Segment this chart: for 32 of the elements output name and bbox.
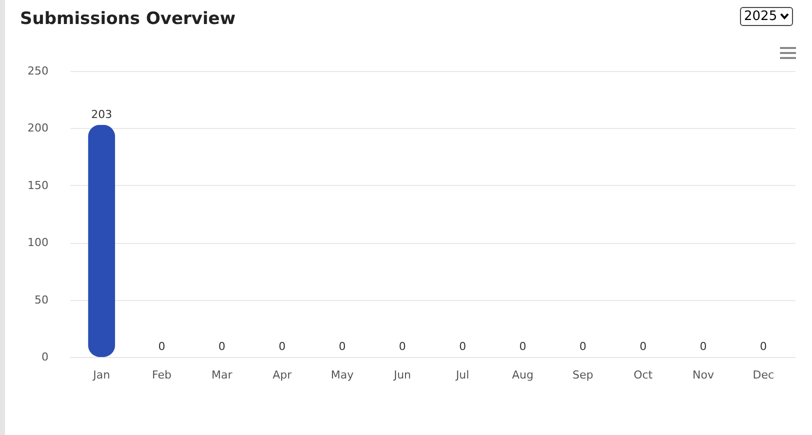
x-tick-label: Nov [692, 368, 714, 382]
chart-title: Submissions Overview [20, 9, 236, 29]
x-tick-label: Apr [272, 368, 292, 382]
data-label: 0 [760, 340, 767, 353]
y-tick-label: 200 [28, 122, 48, 135]
x-tick-label: Oct [634, 368, 654, 382]
x-tick-label: Feb [152, 368, 172, 382]
x-tick-label: Jun [392, 368, 412, 382]
x-tick-label: Sep [572, 368, 594, 382]
x-tick-label: Jul [454, 368, 470, 382]
x-tick-label: Dec [752, 368, 774, 382]
data-label: 203 [91, 108, 112, 121]
data-label: 0 [579, 340, 586, 353]
x-tick-label: May [330, 368, 354, 382]
x-tick-label: Aug [512, 368, 534, 382]
data-label: 0 [278, 340, 286, 353]
data-label: 0 [398, 340, 406, 353]
data-label: 0 [640, 340, 647, 353]
y-tick-label: 100 [28, 236, 48, 250]
data-label: 0 [338, 340, 346, 353]
data-label: 0 [158, 340, 166, 353]
data-label: 0 [459, 340, 466, 353]
y-tick-label: 250 [28, 64, 48, 78]
data-label: 0 [519, 340, 526, 353]
y-tick-label: 50 [34, 293, 48, 306]
data-label: 0 [700, 340, 707, 353]
year-dropdown: 2025 [740, 7, 794, 26]
y-tick-label: 150 [28, 178, 48, 192]
data-label: 0 [218, 340, 226, 353]
x-tick-label: Mar [212, 368, 233, 382]
y-tick-label: 0 [42, 350, 48, 364]
x-tick-label: Jan [92, 368, 110, 382]
